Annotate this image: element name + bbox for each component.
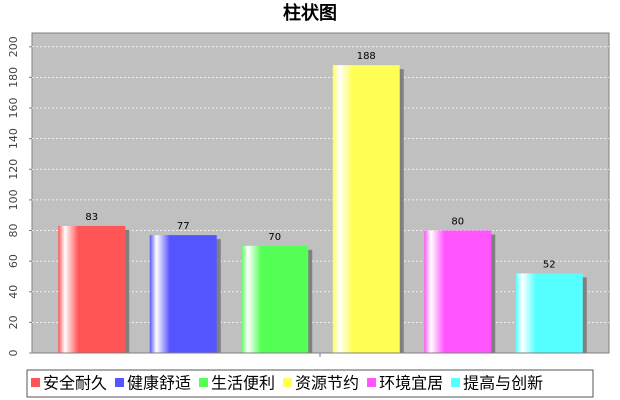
legend-label: 提高与创新 — [463, 374, 543, 393]
legend-swatch — [283, 378, 293, 387]
y-tick-label: 180 — [7, 67, 20, 88]
data-label: 188 — [357, 51, 376, 62]
legend-swatch — [451, 378, 461, 387]
legend-label: 健康舒适 — [127, 374, 191, 393]
data-label: 83 — [85, 212, 98, 223]
y-tick-label: 160 — [7, 98, 20, 119]
legend-label: 资源节约 — [295, 374, 359, 393]
y-tick-label: 100 — [7, 189, 20, 210]
data-label: 70 — [268, 232, 281, 243]
y-tick-label: 40 — [7, 285, 20, 299]
data-label: 52 — [543, 259, 556, 270]
legend-swatch — [31, 378, 40, 387]
bar — [332, 65, 400, 353]
legend-label: 生活便利 — [211, 374, 275, 393]
y-tick-label: 80 — [7, 224, 20, 238]
legend-label: 安全耐久 — [43, 374, 107, 393]
chart-title: 柱状图 — [283, 2, 337, 24]
bar — [515, 273, 583, 353]
bar — [241, 245, 309, 353]
bar — [149, 235, 217, 353]
y-tick-label: 120 — [7, 159, 20, 180]
bar — [424, 230, 492, 353]
bar — [58, 225, 126, 353]
data-label: 77 — [177, 221, 190, 232]
data-label: 80 — [451, 217, 464, 228]
legend-swatch — [367, 378, 377, 387]
legend-label: 环境宜居 — [379, 374, 443, 393]
legend-swatch — [199, 378, 209, 387]
y-tick-label: 20 — [7, 315, 20, 329]
y-tick-label: 60 — [7, 254, 20, 268]
legend-swatch — [115, 378, 125, 387]
y-tick-label: 0 — [7, 350, 20, 357]
y-tick-label: 200 — [7, 36, 20, 57]
y-tick-label: 140 — [7, 128, 20, 149]
legend-box — [26, 369, 594, 398]
